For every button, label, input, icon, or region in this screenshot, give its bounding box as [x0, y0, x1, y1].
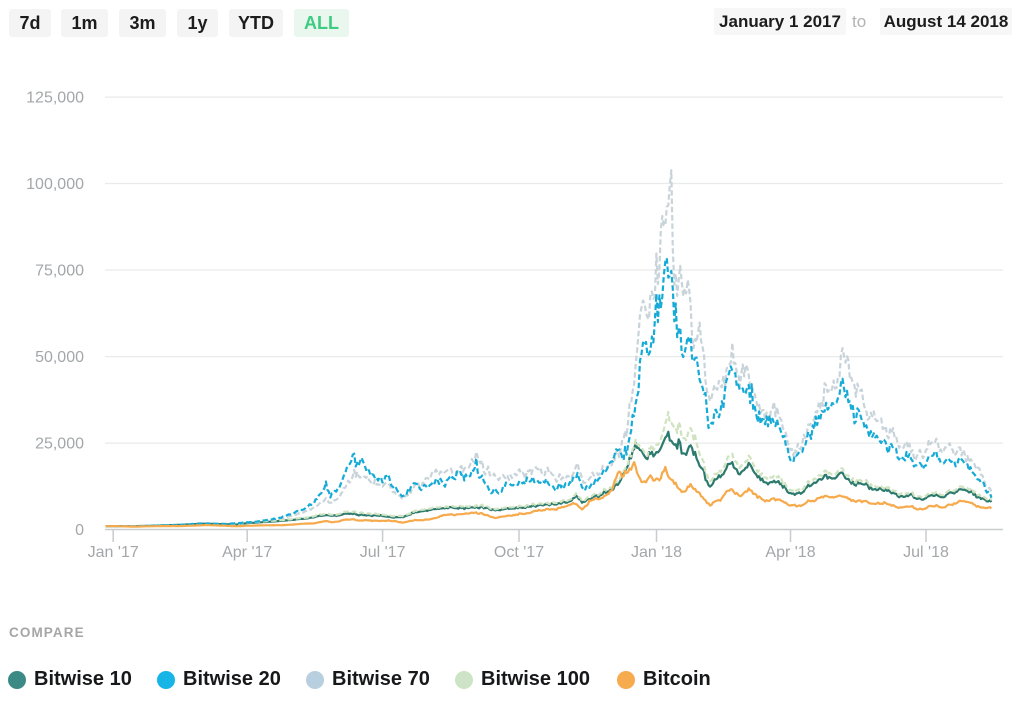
svg-text:125,000: 125,000: [26, 90, 84, 107]
svg-text:Apr '17: Apr '17: [222, 544, 272, 561]
svg-text:100,000: 100,000: [26, 176, 84, 193]
svg-text:25,000: 25,000: [35, 436, 84, 453]
svg-text:0: 0: [75, 522, 84, 539]
svg-text:Oct '17: Oct '17: [494, 544, 544, 561]
svg-text:Jul '18: Jul '18: [903, 544, 949, 561]
svg-text:Apr '18: Apr '18: [765, 544, 815, 561]
svg-text:Jan '17: Jan '17: [88, 544, 139, 561]
svg-text:50,000: 50,000: [35, 349, 84, 366]
svg-text:Jul '17: Jul '17: [360, 544, 406, 561]
svg-text:Jan '18: Jan '18: [631, 544, 682, 561]
svg-text:75,000: 75,000: [35, 263, 84, 280]
